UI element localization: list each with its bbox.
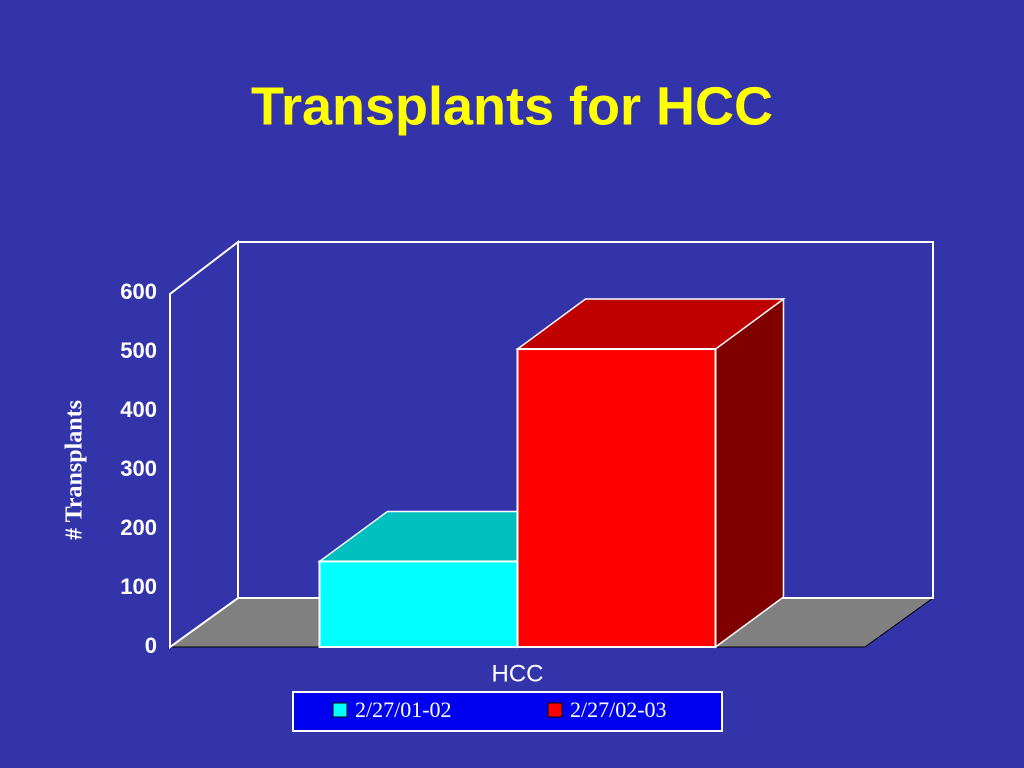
y-tick-label: 300: [120, 456, 157, 481]
y-tick-label: 400: [120, 397, 157, 422]
y-tick-label: 0: [145, 633, 157, 658]
legend-swatch: [547, 702, 563, 718]
legend-swatch: [332, 702, 348, 718]
bar: [516, 348, 717, 648]
x-tick-label: HCC: [492, 660, 544, 687]
bar: [318, 560, 519, 649]
y-tick-label: 100: [120, 574, 157, 599]
legend: [292, 691, 723, 732]
y-tick-label: 600: [120, 279, 157, 304]
legend-label: 2/27/01-02: [355, 697, 452, 722]
y-tick-label: 200: [120, 515, 157, 540]
y-tick-label: 500: [120, 338, 157, 363]
legend-label: 2/27/02-03: [570, 697, 667, 722]
y-axis-label: # Transplants: [62, 400, 88, 540]
chart-title: Transplants for HCC: [251, 76, 773, 136]
bar-side: [714, 297, 785, 649]
